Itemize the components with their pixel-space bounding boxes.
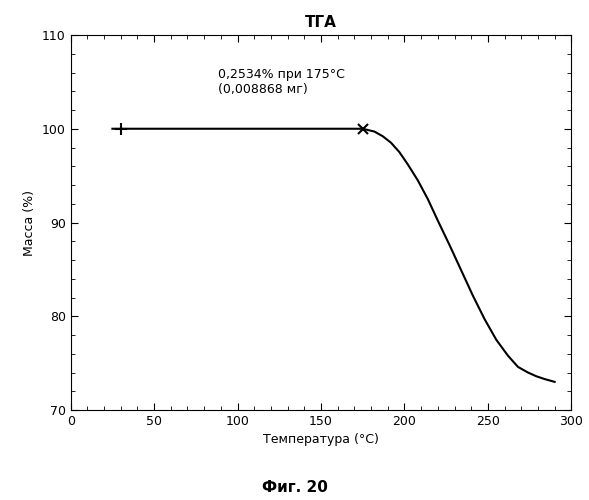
Y-axis label: Масса (%): Масса (%) — [24, 190, 37, 256]
Title: ТГА: ТГА — [305, 14, 337, 30]
Text: Фиг. 20: Фиг. 20 — [262, 480, 327, 495]
X-axis label: Температура (°C): Температура (°C) — [263, 434, 379, 446]
Text: 0,2534% при 175°C
(0,008868 мг): 0,2534% при 175°C (0,008868 мг) — [217, 68, 345, 96]
